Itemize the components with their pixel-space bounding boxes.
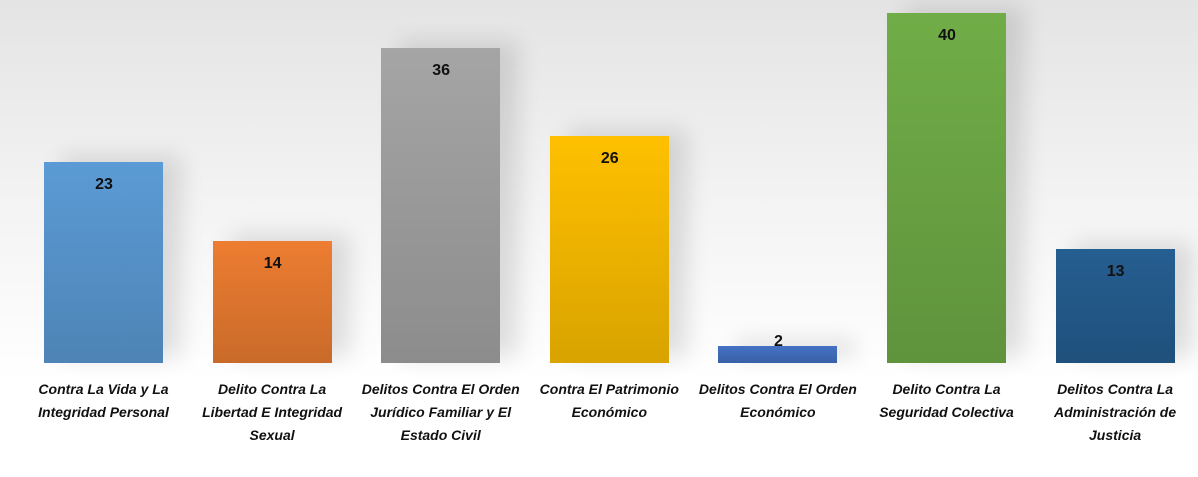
bar bbox=[212, 240, 332, 363]
bar bbox=[887, 13, 1006, 363]
x-tick-label: Delito Contra La Seguridad Colectiva bbox=[879, 381, 1014, 420]
bar bbox=[549, 135, 669, 363]
value-label: 36 bbox=[432, 62, 451, 79]
x-tick-label: Delitos Contra La Administración de Just… bbox=[1054, 381, 1177, 443]
bar bbox=[718, 345, 838, 363]
x-tick-label: Contra La Vida y La Integridad Personal bbox=[38, 381, 169, 420]
value-label: 14 bbox=[263, 254, 282, 272]
value-label: 23 bbox=[95, 175, 113, 193]
x-tick-label: Contra El Patrimonio Económico bbox=[539, 381, 679, 420]
bar bbox=[44, 161, 163, 363]
x-tick-label: Delito Contra La Libertad E Integridad S… bbox=[202, 381, 343, 443]
value-label: 26 bbox=[600, 149, 619, 167]
x-tick-label: Delitos Contra El Orden Jurídico Familia… bbox=[361, 381, 520, 443]
x-tick-label: Delitos Contra El Orden Económico bbox=[698, 381, 857, 420]
bar bbox=[1055, 249, 1175, 363]
value-label: 13 bbox=[1106, 263, 1125, 281]
bar bbox=[381, 48, 501, 363]
value-label: 40 bbox=[938, 27, 956, 44]
value-label: 2 bbox=[773, 333, 783, 350]
